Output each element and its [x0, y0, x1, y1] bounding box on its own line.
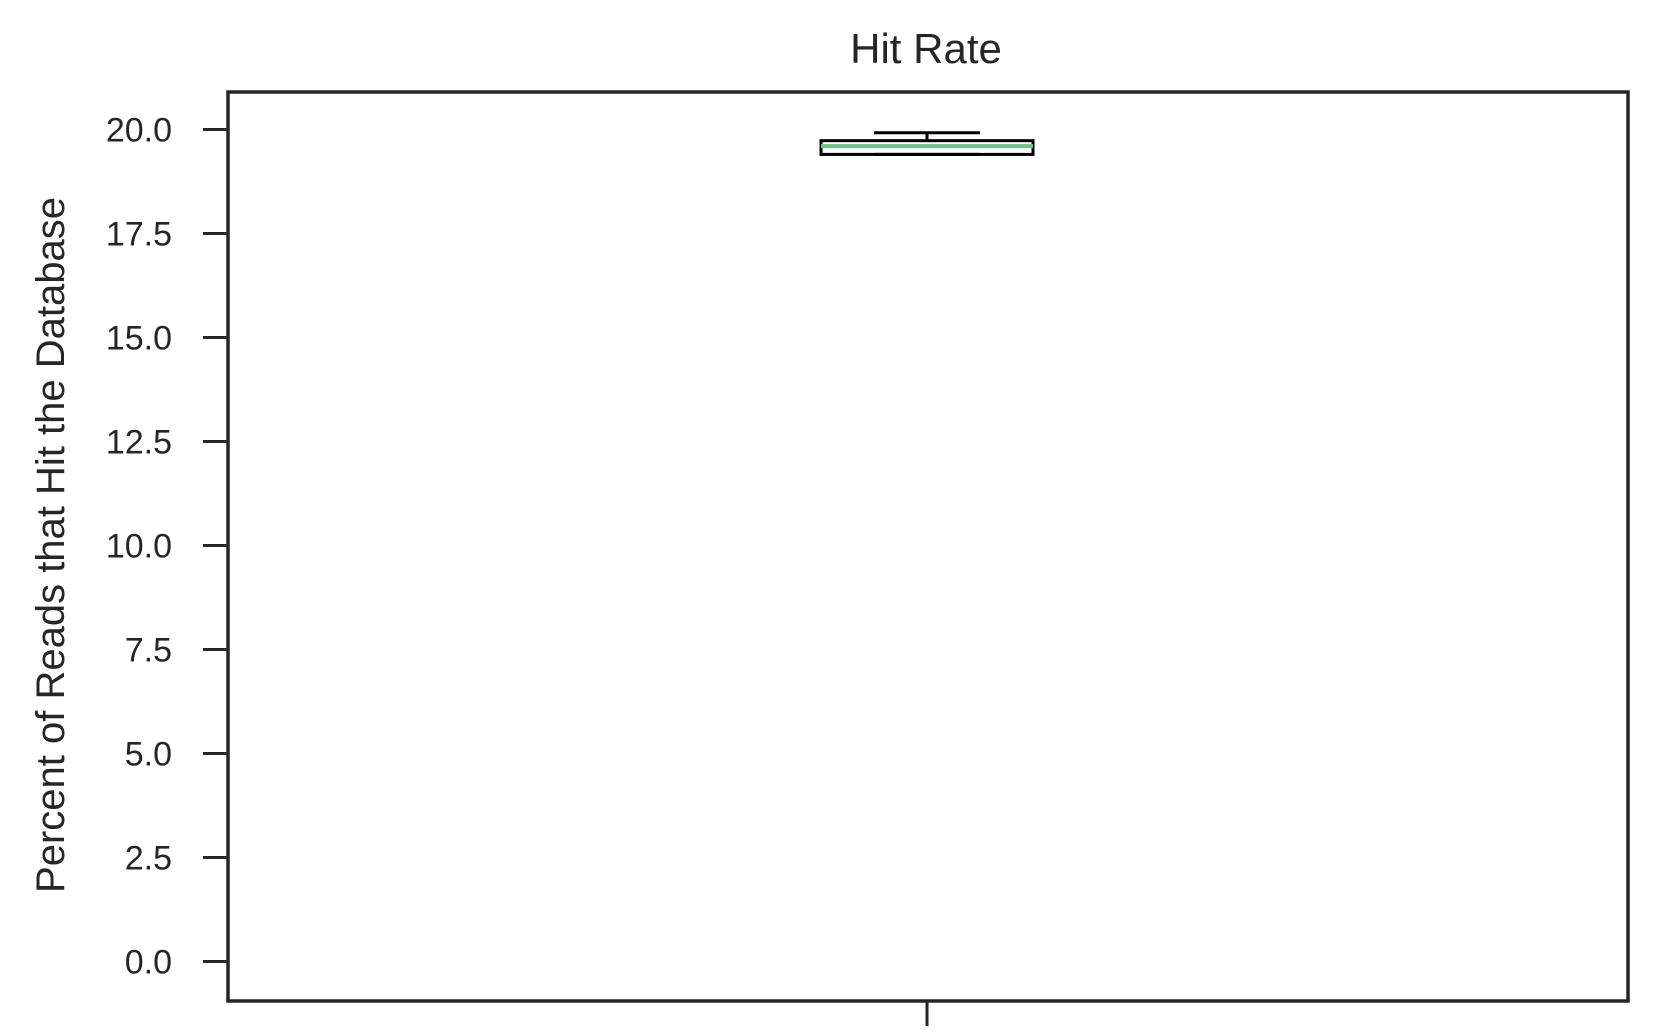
- y-tick-label: 7.5: [125, 631, 172, 669]
- plot-frame: [226, 90, 1630, 1003]
- y-tick-label: 20.0: [106, 111, 172, 149]
- y-axis-label: Percent of Reads that Hit the Database: [29, 197, 73, 893]
- y-tick-label: 17.5: [106, 215, 172, 253]
- y-tick-label: 0.0: [125, 943, 172, 981]
- y-tick-label: 2.5: [125, 839, 172, 877]
- y-tick-label: 5.0: [125, 735, 172, 773]
- y-tick-label: 12.5: [106, 423, 172, 461]
- chart-title: Hit Rate: [850, 25, 1002, 72]
- y-tick-label: 10.0: [106, 527, 172, 565]
- boxes: [819, 131, 1035, 156]
- y-axis-ticks: 0.0 2.5 5.0 7.5 10.0 12.5 15.0 17.5 20.0: [106, 111, 228, 981]
- y-tick-label: 15.0: [106, 319, 172, 357]
